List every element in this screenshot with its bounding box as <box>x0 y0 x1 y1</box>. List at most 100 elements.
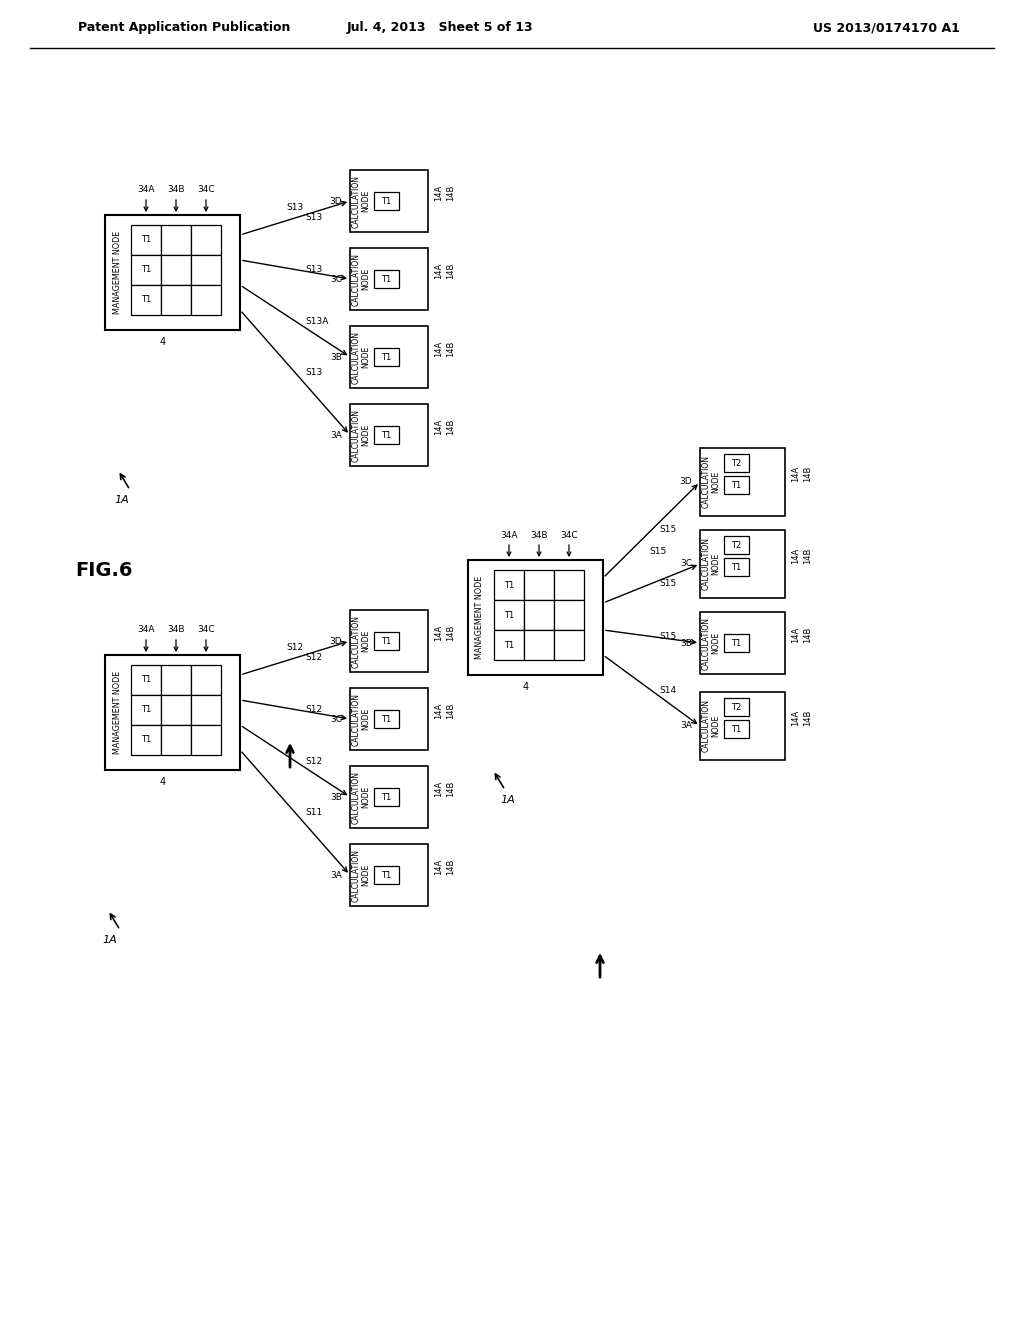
Text: T1: T1 <box>141 735 152 744</box>
Bar <box>724 454 749 473</box>
Text: T2: T2 <box>731 702 741 711</box>
Text: T1: T1 <box>381 197 391 206</box>
Bar <box>191 224 221 255</box>
Text: 14B: 14B <box>803 548 812 564</box>
Text: 14B: 14B <box>446 859 455 875</box>
Text: 34B: 34B <box>167 186 184 194</box>
Bar <box>374 191 399 210</box>
Text: 14B: 14B <box>446 263 455 280</box>
Bar <box>724 558 749 576</box>
Text: 3B: 3B <box>330 792 342 801</box>
Bar <box>131 255 161 285</box>
Bar <box>374 866 399 884</box>
Text: CALCULATION
NODE: CALCULATION NODE <box>351 174 371 227</box>
Bar <box>350 326 428 388</box>
Bar <box>700 612 785 675</box>
Bar <box>554 570 584 601</box>
Text: 14A: 14A <box>434 263 443 279</box>
Text: 3D: 3D <box>330 636 342 645</box>
Text: MANAGEMENT NODE: MANAGEMENT NODE <box>113 231 122 314</box>
Text: T1: T1 <box>731 725 741 734</box>
Bar <box>468 560 603 675</box>
Text: MANAGEMENT NODE: MANAGEMENT NODE <box>113 671 122 754</box>
Text: CALCULATION
NODE: CALCULATION NODE <box>351 771 371 824</box>
Text: 14A: 14A <box>434 781 443 797</box>
Bar <box>350 248 428 310</box>
Text: CALCULATION
NODE: CALCULATION NODE <box>701 616 721 669</box>
Bar <box>131 696 161 725</box>
Text: S12: S12 <box>287 643 303 652</box>
Text: T1: T1 <box>504 640 514 649</box>
Text: 14B: 14B <box>803 710 812 726</box>
Bar <box>350 170 428 232</box>
Bar <box>161 285 191 315</box>
Text: S12: S12 <box>305 705 323 714</box>
Text: 3A: 3A <box>330 430 342 440</box>
Text: 1A: 1A <box>102 935 118 945</box>
Text: 34C: 34C <box>198 186 215 194</box>
Bar <box>374 788 399 807</box>
Bar <box>350 404 428 466</box>
Bar <box>131 285 161 315</box>
Text: 3C: 3C <box>680 560 692 569</box>
Bar <box>350 766 428 828</box>
Bar <box>161 255 191 285</box>
Text: T1: T1 <box>141 705 152 714</box>
Text: 14B: 14B <box>446 341 455 358</box>
Text: 14A: 14A <box>791 627 800 643</box>
Text: T1: T1 <box>381 714 391 723</box>
Bar <box>105 215 240 330</box>
Text: S13: S13 <box>305 265 323 275</box>
Text: T1: T1 <box>141 265 152 275</box>
Text: 3B: 3B <box>330 352 342 362</box>
Bar <box>524 630 554 660</box>
Text: CALCULATION
NODE: CALCULATION NODE <box>351 615 371 668</box>
Text: T1: T1 <box>381 636 391 645</box>
Text: 4: 4 <box>160 337 166 347</box>
Text: T1: T1 <box>141 676 152 685</box>
Text: 34A: 34A <box>137 626 155 635</box>
Text: 14A: 14A <box>434 185 443 201</box>
Text: 14A: 14A <box>791 548 800 564</box>
Text: T2: T2 <box>731 540 741 549</box>
Bar <box>131 665 161 696</box>
Text: 14B: 14B <box>803 466 812 482</box>
Text: 4: 4 <box>522 682 528 692</box>
Text: T1: T1 <box>504 581 514 590</box>
Text: S15: S15 <box>659 579 677 587</box>
Text: 3C: 3C <box>330 275 342 284</box>
Bar <box>161 725 191 755</box>
Bar <box>131 224 161 255</box>
Text: 14B: 14B <box>803 627 812 643</box>
Text: S12: S12 <box>305 756 323 766</box>
Text: T1: T1 <box>504 610 514 619</box>
Text: 14B: 14B <box>446 418 455 436</box>
Bar <box>350 843 428 906</box>
Text: MANAGEMENT NODE: MANAGEMENT NODE <box>475 576 484 659</box>
Text: 3A: 3A <box>330 870 342 879</box>
Text: T1: T1 <box>141 235 152 244</box>
Text: T1: T1 <box>381 352 391 362</box>
Bar <box>724 719 749 738</box>
Bar <box>554 630 584 660</box>
Text: S14: S14 <box>659 686 677 696</box>
Text: CALCULATION
NODE: CALCULATION NODE <box>701 700 721 752</box>
Text: 14A: 14A <box>791 466 800 482</box>
Text: T1: T1 <box>381 792 391 801</box>
Text: Patent Application Publication: Patent Application Publication <box>78 21 291 34</box>
Text: 4: 4 <box>160 777 166 787</box>
Bar <box>191 255 221 285</box>
Text: S15: S15 <box>649 548 667 557</box>
Text: S15: S15 <box>659 632 677 642</box>
Bar <box>191 696 221 725</box>
Text: 14A: 14A <box>434 341 443 358</box>
Text: T1: T1 <box>381 275 391 284</box>
Bar <box>191 665 221 696</box>
Bar <box>161 224 191 255</box>
Text: 14A: 14A <box>791 710 800 726</box>
Bar <box>374 348 399 366</box>
Text: 34C: 34C <box>560 531 578 540</box>
Text: 14B: 14B <box>446 185 455 201</box>
Text: 14A: 14A <box>434 702 443 719</box>
Bar <box>724 477 749 494</box>
